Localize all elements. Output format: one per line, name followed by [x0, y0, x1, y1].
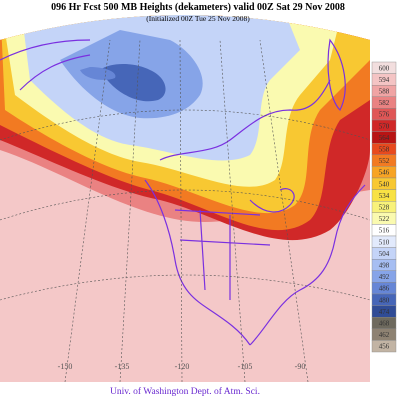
- coastlines: [0, 38, 366, 346]
- colorbar-swatch: [371, 340, 397, 353]
- colorbar-label: 600: [379, 64, 390, 72]
- meridians: [64, 39, 309, 382]
- colorbar-label: 534: [379, 192, 390, 200]
- longitude-label: -120: [175, 362, 190, 371]
- colorbar-label: 480: [379, 296, 390, 304]
- colorbar-label: 564: [379, 134, 390, 142]
- longitude-label: -105: [238, 362, 253, 371]
- colorbar-label: 510: [379, 238, 390, 246]
- colorbar-label: 570: [379, 122, 390, 130]
- longitude-label: -90: [295, 362, 306, 371]
- height-field: [0, 15, 370, 382]
- longitude-label: -150: [58, 362, 73, 371]
- colorbar-label: 588: [379, 88, 390, 96]
- coastline-east: [249, 184, 366, 346]
- colorbar-label: 558: [379, 146, 390, 154]
- colorbar: 600 594 588 582 576 570 564 558 552 546 540 534 528 5…: [371, 61, 397, 353]
- colorbar-label: 522: [379, 215, 390, 223]
- colorbar-label: 456: [379, 343, 390, 351]
- coastline-west: [144, 179, 251, 346]
- colorbar-label: 540: [379, 180, 390, 188]
- colorbar-label: 498: [379, 262, 390, 270]
- band-486: [80, 67, 116, 80]
- colorbar-label: 582: [379, 99, 390, 107]
- colorbar-label: 492: [379, 273, 390, 281]
- colorbar-label: 474: [379, 308, 390, 316]
- band-480: [100, 64, 166, 102]
- coastline-asia: [0, 39, 91, 91]
- colorbar-label: 546: [379, 169, 390, 177]
- credit: Univ. of Washington Dept. of Atm. Sci.: [110, 386, 260, 397]
- borders: [174, 209, 271, 300]
- colorbar-label: 552: [379, 157, 390, 165]
- colorbar-label: 576: [379, 111, 390, 119]
- coastline-arctic: [159, 79, 331, 161]
- map-title: 096 Hr Fcst 500 MB Heights (dekameters) …: [51, 2, 345, 13]
- colorbar-label: 462: [379, 331, 390, 339]
- map-subtitle: (Initialized 00Z Tue 25 Nov 2008): [146, 14, 250, 23]
- colorbar-label: 468: [379, 320, 390, 328]
- hudson-bay: [249, 188, 295, 213]
- greenland: [327, 38, 346, 112]
- graticule: [0, 39, 370, 382]
- longitude-label: -135: [115, 362, 130, 371]
- parallels: [0, 109, 370, 301]
- colorbar-label: 516: [379, 227, 390, 235]
- longitude-labels: -150 -135 -120 -105 -90: [58, 362, 306, 371]
- colorbar-label: 594: [379, 76, 390, 84]
- colorbar-label: 504: [379, 250, 390, 258]
- colorbar-label: 486: [379, 285, 390, 293]
- colorbar-label: 528: [379, 204, 390, 212]
